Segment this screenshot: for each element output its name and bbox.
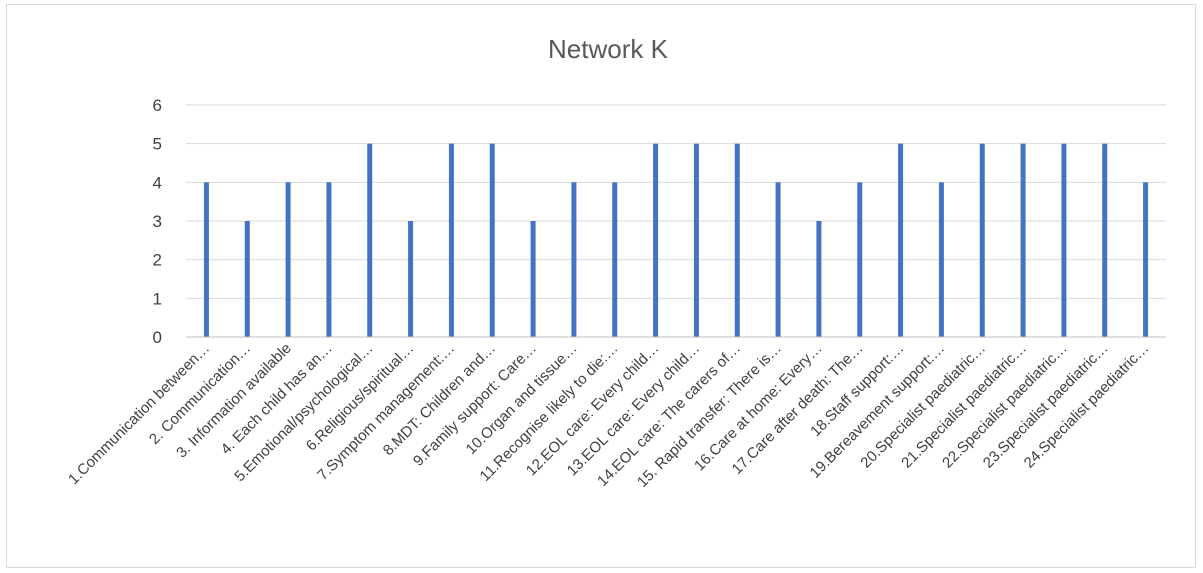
bar bbox=[244, 221, 250, 337]
y-tick-label: 0 bbox=[153, 328, 162, 347]
bar bbox=[1143, 182, 1149, 337]
y-tick-label: 3 bbox=[153, 212, 162, 231]
bar bbox=[1102, 143, 1108, 337]
y-tick-label: 2 bbox=[153, 251, 162, 270]
bar bbox=[285, 182, 291, 337]
bar bbox=[816, 221, 822, 337]
y-axis-ticks: 0 1 2 3 4 5 6 bbox=[153, 96, 162, 347]
x-axis-ticks: 1.Communication between…2. Communication… bbox=[65, 340, 1152, 491]
bar bbox=[1061, 143, 1067, 337]
chart-title: Network K bbox=[548, 34, 669, 64]
bar bbox=[775, 182, 781, 337]
bar bbox=[489, 143, 495, 337]
bar bbox=[326, 182, 332, 337]
bar bbox=[571, 182, 577, 337]
bar bbox=[979, 143, 985, 337]
bars bbox=[203, 143, 1149, 337]
y-tick-label: 1 bbox=[153, 289, 162, 308]
bar bbox=[448, 143, 454, 337]
bar bbox=[857, 182, 863, 337]
bar bbox=[653, 143, 659, 337]
bar bbox=[1020, 143, 1026, 337]
bar bbox=[612, 182, 618, 337]
bar bbox=[530, 221, 536, 337]
y-tick-label: 4 bbox=[153, 173, 162, 192]
bar bbox=[203, 182, 209, 337]
y-tick-label: 5 bbox=[153, 135, 162, 154]
bar bbox=[938, 182, 944, 337]
chart-frame bbox=[6, 4, 1196, 568]
bar bbox=[734, 143, 740, 337]
gridlines bbox=[186, 104, 1166, 299]
bar bbox=[693, 143, 699, 337]
bar bbox=[367, 143, 373, 337]
bar bbox=[408, 221, 414, 337]
bar bbox=[898, 143, 904, 337]
y-tick-label: 6 bbox=[153, 96, 162, 115]
